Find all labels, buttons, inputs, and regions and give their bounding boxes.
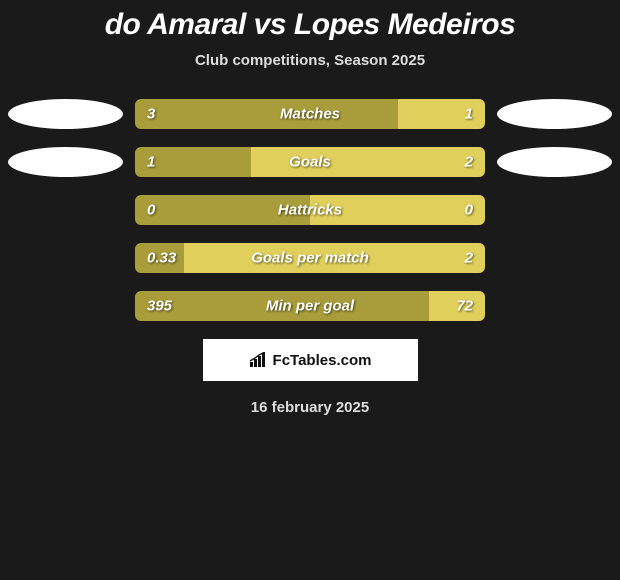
page-subtitle: Club competitions, Season 2025 (0, 52, 620, 69)
stat-value-left: 0 (147, 202, 155, 219)
stat-label: Matches (280, 106, 340, 123)
bar-right-fill (251, 147, 486, 177)
stat-bar: 3 1 Matches (135, 99, 485, 129)
stat-value-left: 1 (147, 154, 155, 171)
stat-row: 1 2 Goals (0, 147, 620, 177)
stat-value-left: 0.33 (147, 250, 176, 267)
bar-left-fill (135, 99, 398, 129)
page-title: do Amaral vs Lopes Medeiros (0, 8, 620, 42)
chart-icon (249, 352, 269, 368)
logo-text: FcTables.com (273, 352, 372, 369)
stat-value-right: 0 (465, 202, 473, 219)
logo-box: FcTables.com (203, 339, 418, 381)
stat-value-left: 395 (147, 298, 172, 315)
stat-label: Goals per match (251, 250, 369, 267)
stat-value-right: 2 (465, 250, 473, 267)
date-text: 16 february 2025 (0, 399, 620, 416)
stat-bar: 0.33 2 Goals per match (135, 243, 485, 273)
stat-label: Goals (289, 154, 331, 171)
player-left-oval (8, 147, 123, 177)
stat-value-right: 72 (456, 298, 473, 315)
stat-value-right: 2 (465, 154, 473, 171)
player-right-oval (497, 99, 612, 129)
stats-list: 3 1 Matches 1 2 Goals 0 0 Hattricks 0.33 2 Goals pe… (0, 99, 620, 321)
stat-label: Hattricks (278, 202, 342, 219)
stat-row: 395 72 Min per goal (0, 291, 620, 321)
stat-row: 0 0 Hattricks (0, 195, 620, 225)
player-left-oval (8, 99, 123, 129)
stat-label: Min per goal (266, 298, 354, 315)
player-right-oval (497, 147, 612, 177)
stat-bar: 1 2 Goals (135, 147, 485, 177)
stat-row: 0.33 2 Goals per match (0, 243, 620, 273)
stat-value-left: 3 (147, 106, 155, 123)
stat-row: 3 1 Matches (0, 99, 620, 129)
container: do Amaral vs Lopes Medeiros Club competi… (0, 0, 620, 416)
stat-bar: 0 0 Hattricks (135, 195, 485, 225)
stat-value-right: 1 (465, 106, 473, 123)
stat-bar: 395 72 Min per goal (135, 291, 485, 321)
